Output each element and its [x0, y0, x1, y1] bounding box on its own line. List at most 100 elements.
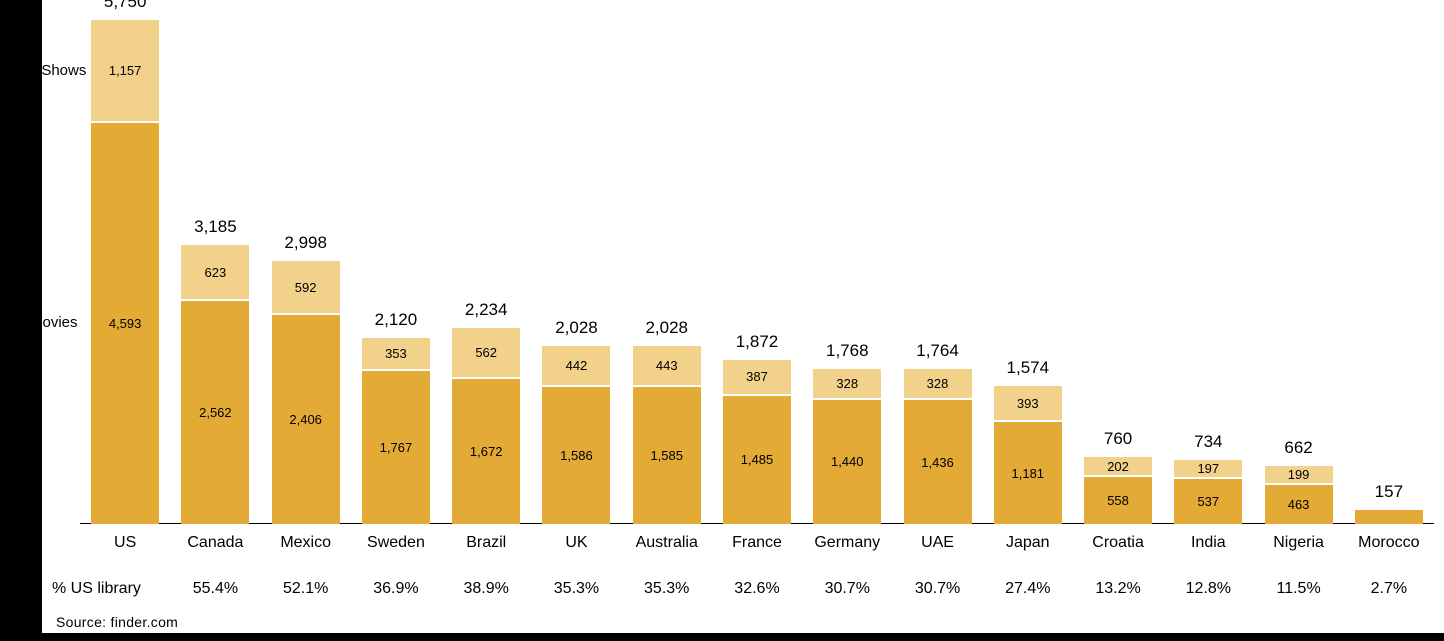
- bar-slot: 1,5743931,181: [983, 20, 1073, 524]
- bar-segment-movies: 1,672: [452, 377, 520, 524]
- bar-segment-tv: 443: [633, 346, 701, 385]
- pct-us-library-value: 35.3%: [622, 580, 712, 598]
- bar-segment-movies: 1,585: [633, 385, 701, 524]
- bar-segment-movies-label: 1,181: [1012, 466, 1045, 481]
- bar-slot: 1,7643281,436: [892, 20, 982, 524]
- bar-segment-tv-label: 387: [746, 369, 768, 384]
- pct-us-library-value: 30.7%: [802, 580, 892, 598]
- category-label: Nigeria: [1253, 534, 1343, 552]
- bar-segment-movies-label: 2,562: [199, 405, 232, 420]
- bar-slot: 734 197 537: [1163, 20, 1253, 524]
- bar-slot: 2,998 5922,406: [261, 20, 351, 524]
- bar-total-label: 157: [1344, 482, 1434, 502]
- bar-total-label: 2,028: [531, 318, 621, 338]
- pct-us-library-value: 38.9%: [441, 580, 531, 598]
- category-label: Croatia: [1073, 534, 1163, 552]
- bar-segment-movies-label: 558: [1107, 493, 1129, 508]
- bar-total-label: 2,998: [261, 233, 351, 253]
- pct-us-library-value: 13.2%: [1073, 580, 1163, 598]
- bar-slot: 1,768 328 1,440: [802, 20, 892, 524]
- bar-segment-movies: 558: [1084, 475, 1152, 524]
- bar-segment-movies-label: 537: [1197, 494, 1219, 509]
- bar-segment-tv: 353: [362, 338, 430, 369]
- source-label: Source: finder.com: [56, 614, 178, 630]
- bar-segment-movies: [1355, 510, 1423, 524]
- bar-stack: 562 1,672: [452, 328, 520, 524]
- bar-segment-tv-label: 562: [475, 345, 497, 360]
- bar-slot: 2,120 353 1,767: [351, 20, 441, 524]
- category-label: Morocco: [1344, 534, 1434, 552]
- bars-row: 5,7501,1574,5933,1856232,5622,9985922,40…: [80, 20, 1434, 524]
- bar-segment-movies-label: 1,586: [560, 448, 593, 463]
- category-label: Sweden: [351, 534, 441, 552]
- bar-total-label: 2,234: [441, 300, 531, 320]
- bar-segment-movies: 1,485: [723, 394, 791, 524]
- bar-stack: 443 1,585: [633, 346, 701, 524]
- bar-segment-tv-label: 197: [1197, 461, 1219, 476]
- bar-segment-tv: 197: [1174, 460, 1242, 477]
- bar-total-label: 734: [1163, 432, 1253, 452]
- pct-row: 55.4%52.1%36.9%38.9%35.3%35.3%32.6%30.7%…: [80, 580, 1434, 598]
- bar-segment-tv-label: 328: [836, 376, 858, 391]
- bar-stack: 202 558: [1084, 457, 1152, 524]
- pct-us-library-value: 12.8%: [1163, 580, 1253, 598]
- bar-stack: 442 1,586: [542, 346, 610, 524]
- bar-total-label: 3,185: [170, 217, 260, 237]
- category-label: UAE: [892, 534, 982, 552]
- category-label: Brazil: [441, 534, 531, 552]
- bar-segment-tv: 328: [813, 369, 881, 398]
- pct-us-library-value: 52.1%: [261, 580, 351, 598]
- bar-segment-tv-label: 353: [385, 346, 407, 361]
- pct-us-library-value: 35.3%: [531, 580, 621, 598]
- bar-total-label: 1,768: [802, 341, 892, 361]
- bar-segment-movies-label: 1,485: [741, 452, 774, 467]
- bar-segment-tv-label: 202: [1107, 459, 1129, 474]
- bar-total-label: 5,750: [80, 0, 170, 12]
- bar-segment-tv: 202: [1084, 457, 1152, 475]
- bar-segment-movies: 2,406: [272, 313, 340, 524]
- bar-segment-movies: 4,593: [91, 121, 159, 524]
- bar-stack: 5922,406: [272, 261, 340, 524]
- pct-us-library-value: 36.9%: [351, 580, 441, 598]
- bar-segment-movies: 1,440: [813, 398, 881, 524]
- bar-stack: 1,157 4,593: [91, 20, 159, 524]
- bar-slot: 3,185 623 2,562: [170, 20, 260, 524]
- bar-slot: 760 202 558: [1073, 20, 1163, 524]
- bar-slot: 5,7501,1574,593: [80, 20, 170, 524]
- bar-segment-tv: 623: [181, 245, 249, 300]
- bar-segment-movies: 1,767: [362, 369, 430, 524]
- category-label: France: [712, 534, 802, 552]
- bar-stack: 328 1,436: [904, 369, 972, 524]
- bar-segment-movies: 2,562: [181, 299, 249, 524]
- bar-segment-movies: 463: [1265, 483, 1333, 524]
- bar-segment-movies-label: 463: [1288, 497, 1310, 512]
- bar-segment-movies-label: 1,767: [380, 440, 413, 455]
- bar-segment-movies: 1,436: [904, 398, 972, 524]
- bar-segment-movies: 1,586: [542, 385, 610, 524]
- bar-total-label: 2,120: [351, 310, 441, 330]
- bar-segment-movies-label: 1,436: [921, 455, 954, 470]
- bar-slot: 2,234 562 1,672: [441, 20, 531, 524]
- bar-slot: 2,028 443 1,585: [622, 20, 712, 524]
- bar-segment-tv-label: 623: [205, 265, 227, 280]
- bottom-black-strip: [0, 633, 1444, 641]
- bar-segment-tv: 442: [542, 346, 610, 385]
- category-label: Japan: [983, 534, 1073, 552]
- bar-total-label: 2,028: [622, 318, 712, 338]
- bar-total-label: 1,872: [712, 332, 802, 352]
- bar-segment-tv: 387: [723, 360, 791, 394]
- category-label: UK: [531, 534, 621, 552]
- bar-total-label: 760: [1073, 429, 1163, 449]
- bar-segment-tv: 562: [452, 328, 520, 377]
- category-label: Mexico: [261, 534, 351, 552]
- bar-segment-tv: 592: [272, 261, 340, 313]
- bar-slot: 157: [1344, 20, 1434, 524]
- bar-segment-movies-label: 1,672: [470, 444, 503, 459]
- bar-stack: 353 1,767: [362, 338, 430, 524]
- bar-segment-tv: 328: [904, 369, 972, 398]
- bar-total-label: 662: [1253, 438, 1343, 458]
- bar-segment-tv-label: 443: [656, 358, 678, 373]
- pct-us-library-value: 55.4%: [170, 580, 260, 598]
- bar-segment-tv-label: 1,157: [109, 63, 142, 78]
- bar-segment-tv-label: 199: [1288, 467, 1310, 482]
